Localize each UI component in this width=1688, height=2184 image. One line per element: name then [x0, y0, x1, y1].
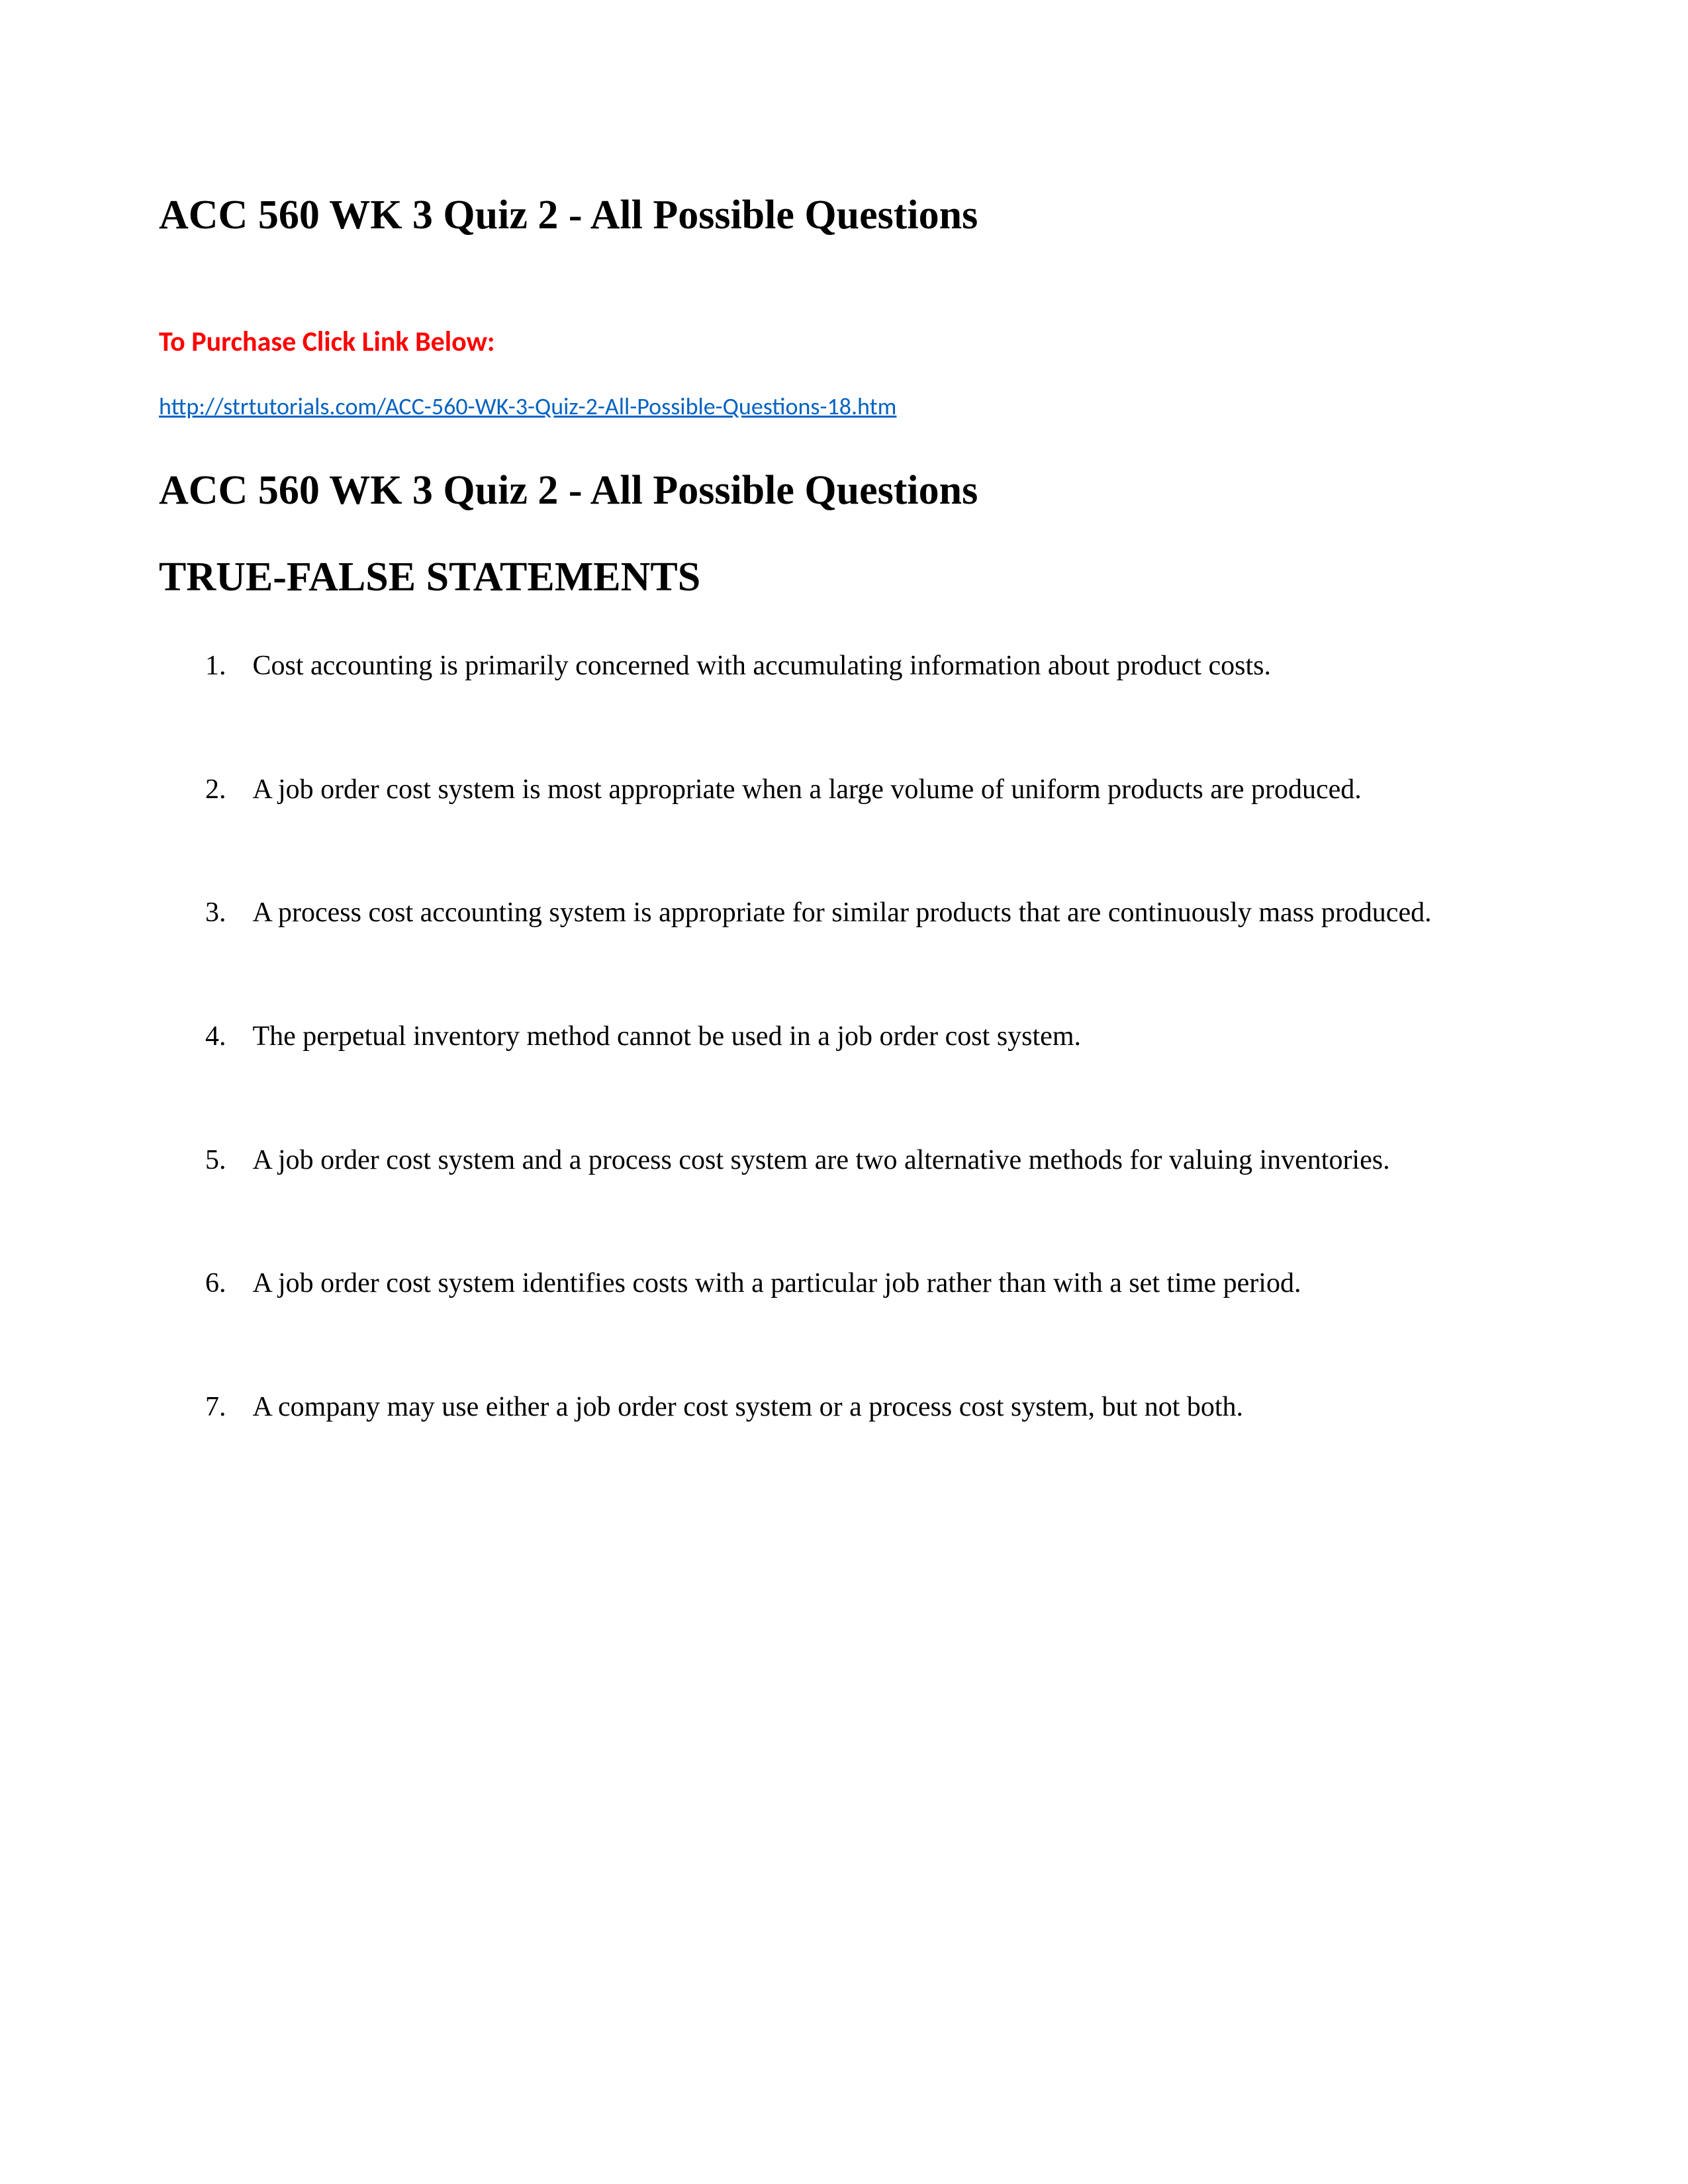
question-text: A company may use either a job order cos…: [253, 1392, 1244, 1422]
question-item: 2. A job order cost system is most approp…: [159, 771, 1529, 809]
question-number: 6.: [205, 1265, 226, 1302]
purchase-label: To Purchase Click Link Below:: [159, 325, 1529, 359]
document-subtitle: ACC 560 WK 3 Quiz 2 - All Possible Quest…: [159, 467, 1529, 514]
question-text: A job order cost system is most appropri…: [253, 774, 1362, 805]
question-item: 5. A job order cost system and a process …: [159, 1142, 1529, 1179]
question-item: 4. The perpetual inventory method cannot …: [159, 1018, 1529, 1056]
document-title: ACC 560 WK 3 Quiz 2 - All Possible Quest…: [159, 192, 1529, 239]
question-number: 4.: [205, 1018, 226, 1056]
question-text: A process cost accounting system is appr…: [253, 897, 1432, 928]
section-header: TRUE-FALSE STATEMENTS: [159, 554, 1529, 601]
question-item: 6. A job order cost system identifies cos…: [159, 1265, 1529, 1302]
question-item: 3. A process cost accounting system is ap…: [159, 894, 1529, 932]
question-number: 7.: [205, 1388, 226, 1426]
question-number: 1.: [205, 647, 226, 685]
purchase-link[interactable]: http://strtutorials.com/ACC-560-WK-3-Qui…: [159, 392, 896, 421]
question-text: A job order cost system identifies costs…: [253, 1268, 1301, 1298]
question-number: 2.: [205, 771, 226, 809]
question-text: A job order cost system and a process co…: [253, 1145, 1390, 1175]
question-item: 7. A company may use either a job order c…: [159, 1388, 1529, 1426]
question-number: 5.: [205, 1142, 226, 1179]
question-text: Cost accounting is primarily concerned w…: [253, 651, 1271, 681]
question-text: The perpetual inventory method cannot be…: [253, 1021, 1082, 1052]
question-number: 3.: [205, 894, 226, 932]
question-item: 1. Cost accounting is primarily concerned…: [159, 647, 1529, 685]
